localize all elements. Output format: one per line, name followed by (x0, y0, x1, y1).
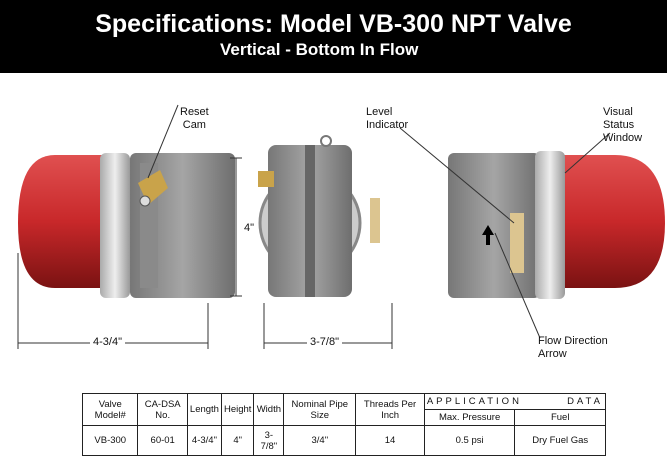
callout-reset-cam: Reset Cam (180, 106, 209, 131)
cell-height: 4" (220, 425, 255, 456)
valve-side-view-right (448, 151, 665, 299)
table-row: VB-300 60-01 4-3/4" 4" 3-7/8" 3/4" 14 0.… (81, 425, 606, 456)
valve-front-view (258, 135, 380, 297)
cell-width: 3-7/8" (253, 425, 285, 456)
th-pipe-size: Nominal Pipe Size (283, 393, 357, 426)
th-height: Height (220, 393, 255, 426)
page-title: Specifications: Model VB-300 NPT Valve (95, 10, 572, 38)
th-max-pressure: Max. Pressure (423, 409, 516, 426)
cell-length: 4-3/4" (186, 425, 222, 456)
th-threads: Threads Per Inch (355, 393, 425, 426)
callout-visual-status-window: Visual Status Window (603, 106, 643, 144)
spec-table: Valve Model# CA-DSA No. Length Height Wi… (81, 393, 607, 456)
dimension-width: 3-7/8" (307, 336, 342, 349)
valve-side-view-left (18, 153, 235, 298)
th-application-data: APPLICATION DATA (423, 393, 607, 410)
page-subtitle: Vertical - Bottom In Flow (220, 40, 419, 59)
cell-model: VB-300 (81, 425, 139, 456)
cell-max-pressure: 0.5 psi (423, 425, 516, 456)
th-width: Width (253, 393, 285, 426)
cell-threads: 14 (355, 425, 425, 456)
dimension-height: 4" (244, 222, 255, 235)
cell-pipe-size: 3/4" (283, 425, 357, 456)
header-banner: Specifications: Model VB-300 NPT Valve V… (0, 0, 667, 73)
dimension-length: 4-3/4" (90, 336, 125, 349)
th-fuel: Fuel (514, 409, 606, 426)
callout-level-indicator: Level Indicator (366, 106, 409, 131)
th-length: Length (186, 393, 222, 426)
cell-ca-dsa: 60-01 (137, 425, 188, 456)
valve-drawings (17, 104, 665, 349)
th-model: Valve Model# (81, 393, 139, 426)
cell-fuel: Dry Fuel Gas (514, 425, 606, 456)
th-ca-dsa: CA-DSA No. (137, 393, 188, 426)
callout-flow-direction-arrow: Flow Direction Arrow (538, 335, 608, 360)
